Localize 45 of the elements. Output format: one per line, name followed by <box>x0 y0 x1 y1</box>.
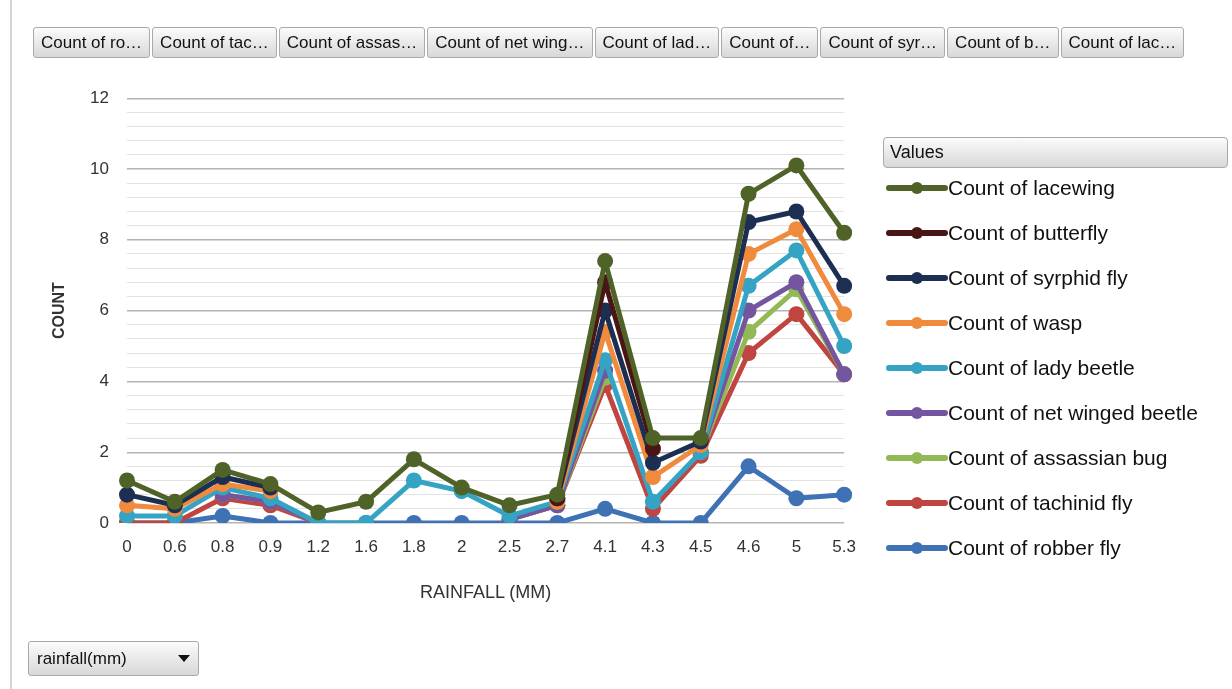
y-tick-label: 12 <box>90 87 109 107</box>
y-tick-label: 6 <box>99 300 109 320</box>
y-tick-label: 8 <box>99 229 109 249</box>
legend-label: Count of butterfly <box>948 220 1108 245</box>
y-tick-label: 2 <box>99 441 109 461</box>
legend-label: Count of lacewing <box>948 175 1115 200</box>
legend-label: Count of tachinid fly <box>948 490 1133 515</box>
y-tick-label: 4 <box>99 371 109 391</box>
x-tick-label: 5.3 <box>832 536 856 556</box>
x-axis-title: RAINFALL (MM) <box>419 582 552 603</box>
x-tick-label: 5 <box>791 536 802 556</box>
x-tick-label: 0.8 <box>210 536 235 556</box>
field-button: Count of syr… <box>820 27 946 58</box>
field-button: Count of assas… <box>278 27 426 58</box>
legend-label: Count of wasp <box>948 310 1083 335</box>
legend-label: Count of net winged beetle <box>948 400 1198 425</box>
x-tick-label: 0.6 <box>162 536 187 556</box>
field-button: Count of… <box>721 27 819 58</box>
x-tick-label: 4.3 <box>641 536 665 556</box>
field-button: Count of lad… <box>594 27 720 58</box>
x-tick-label: 4.5 <box>688 536 713 556</box>
x-tick-label: 1.6 <box>354 536 378 556</box>
y-tick-label: 10 <box>90 158 109 178</box>
x-tick-label: 2.5 <box>497 536 522 556</box>
y-tick-label: 0 <box>99 512 109 532</box>
x-tick-label: 2 <box>456 536 467 556</box>
legend-label: Count of lady beetle <box>948 355 1135 380</box>
x-tick-label: 4.6 <box>736 536 761 556</box>
field-button: Count of b… <box>947 27 1059 58</box>
field-button: Count of ro… <box>33 27 151 58</box>
y-axis-title: COUNT <box>50 281 68 340</box>
x-tick-label: 2.7 <box>545 536 570 556</box>
x-tick-label: 1.2 <box>306 536 331 556</box>
x-tick-label: 1.8 <box>402 536 426 556</box>
legend-label: Count of syrphid fly <box>948 265 1128 290</box>
field-button: Count of net wing… <box>427 27 593 58</box>
legend-label: Count of assassian bug <box>948 445 1168 470</box>
dropdown-button: rainfall(mm) <box>28 641 199 676</box>
field-button: Count of lac… <box>1060 27 1185 58</box>
legend-label: Count of robber fly <box>948 535 1121 560</box>
x-tick-label: 0.9 <box>258 536 283 556</box>
legend-title: Values <box>890 142 944 163</box>
x-tick-label: 4.1 <box>593 536 617 556</box>
field-button: Count of tac… <box>152 27 277 58</box>
x-tick-label: 0 <box>122 536 132 556</box>
